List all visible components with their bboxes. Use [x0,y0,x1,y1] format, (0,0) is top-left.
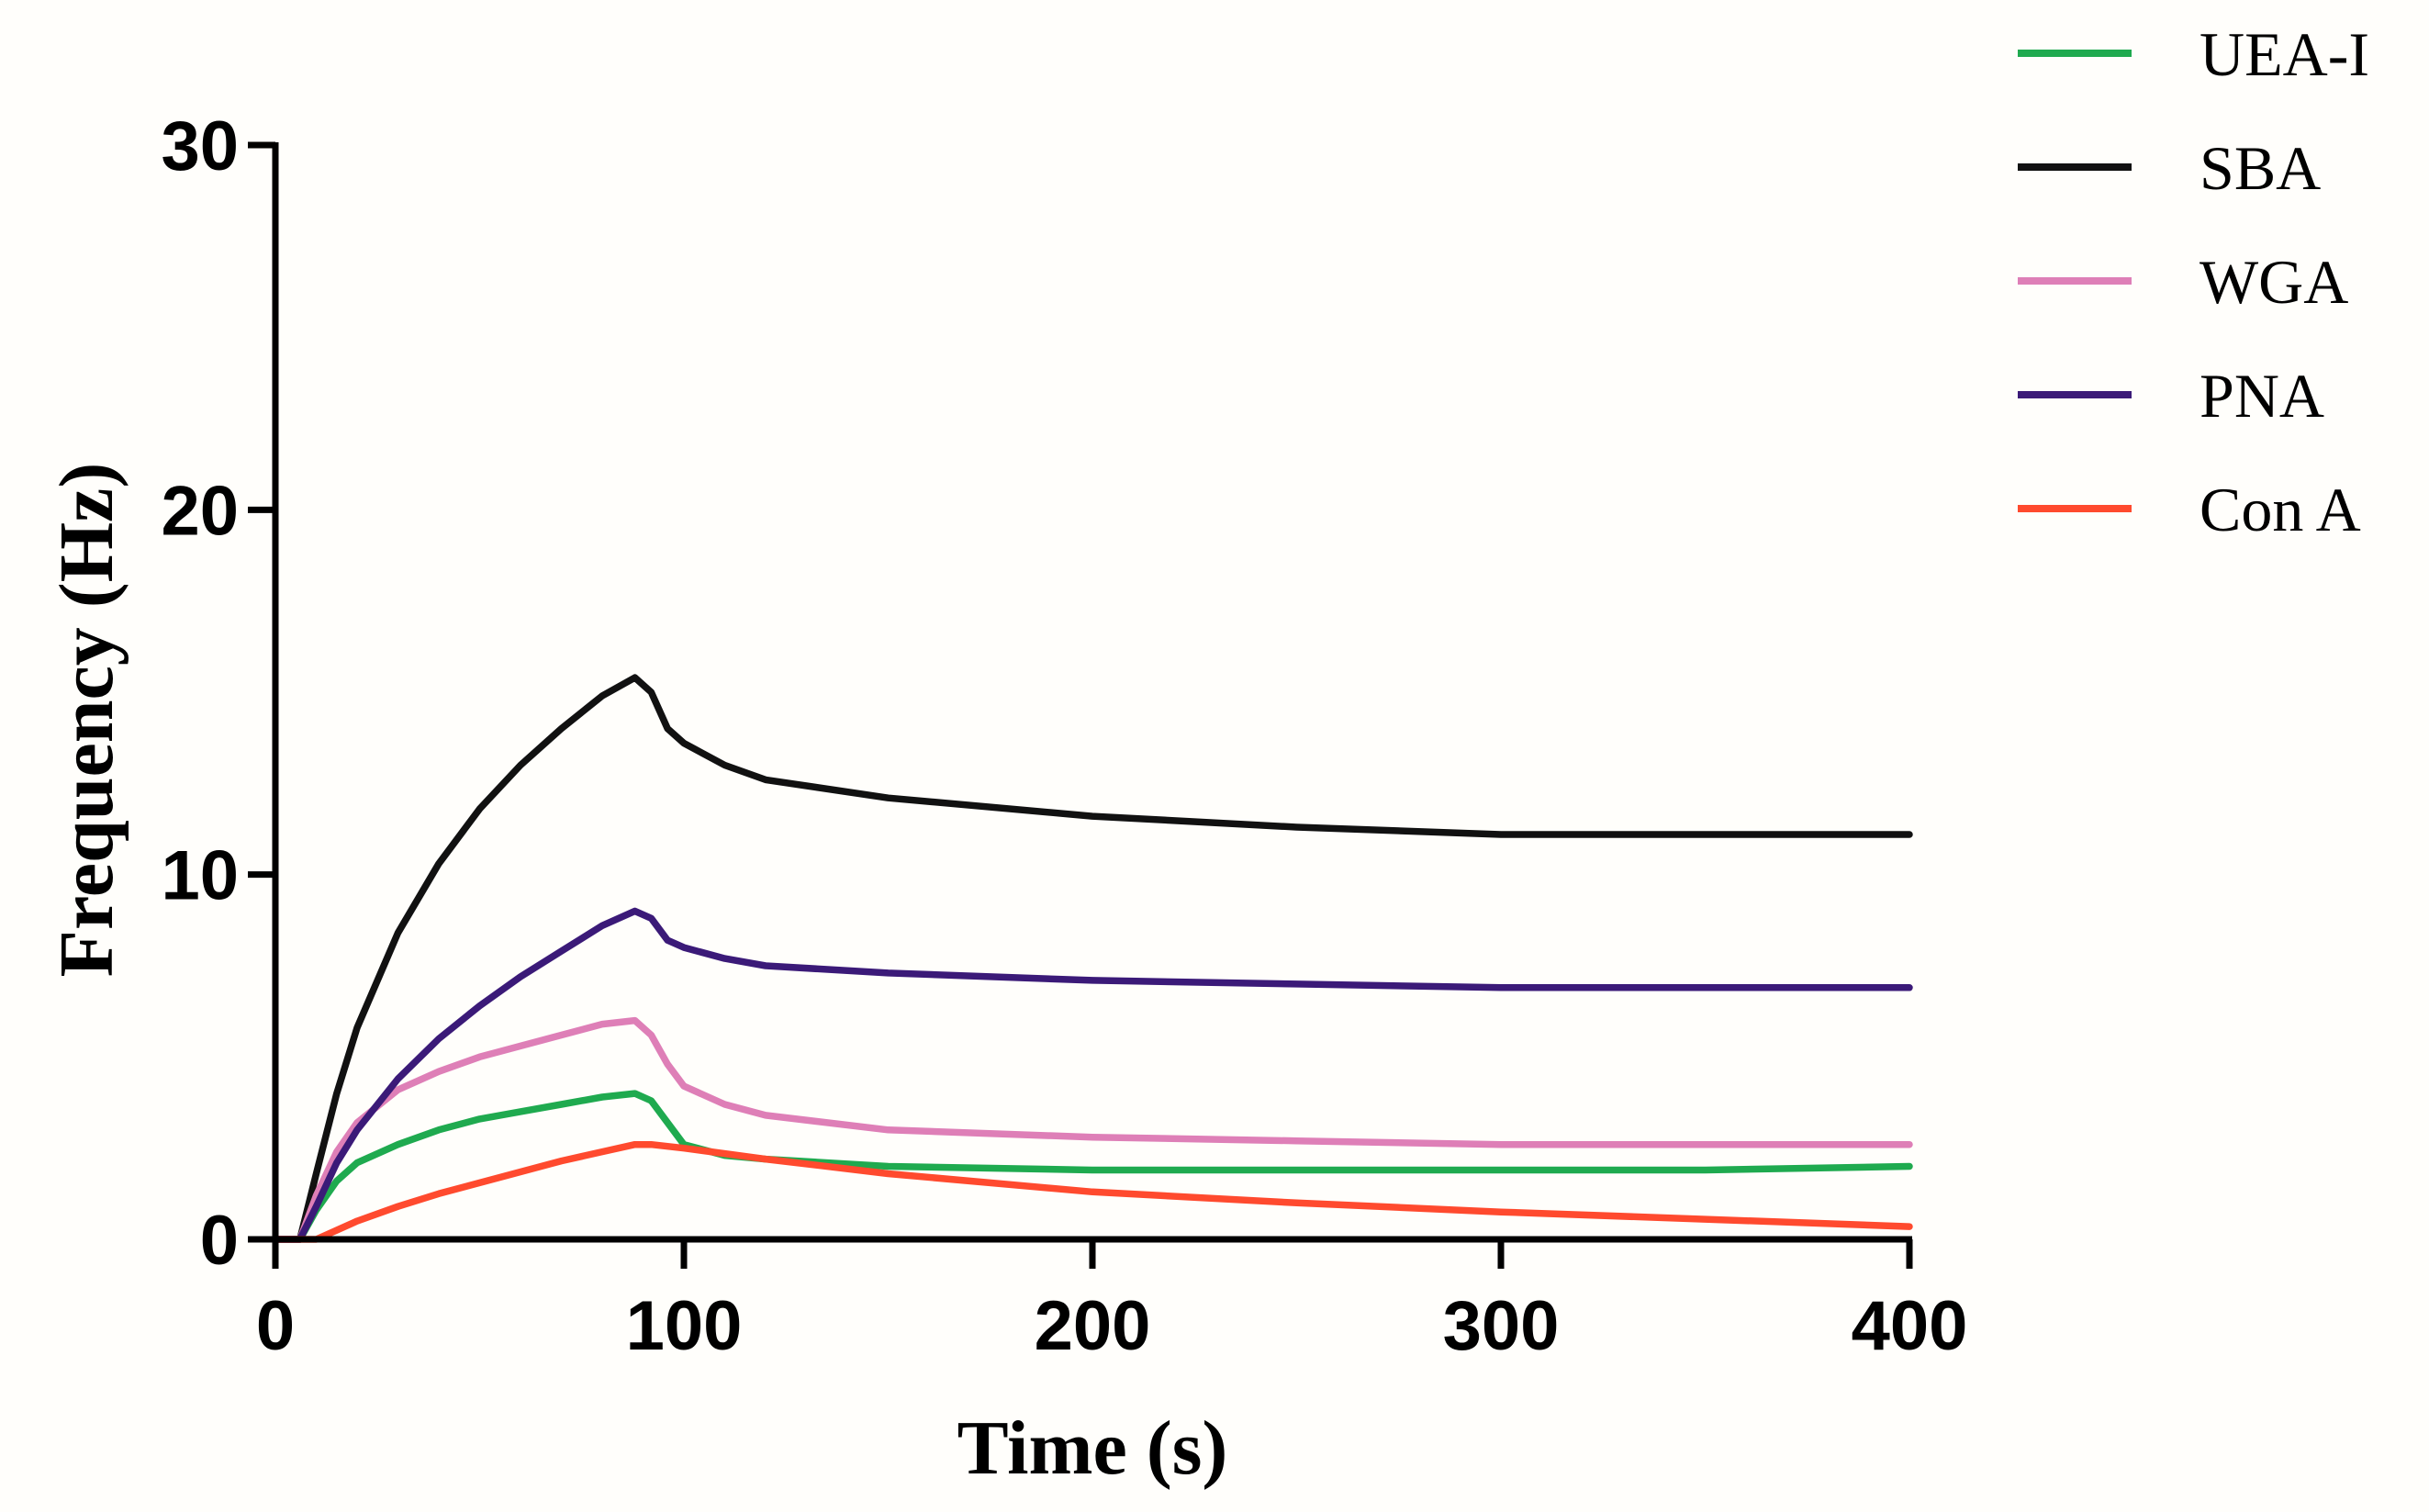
y-tick-label: 0 [200,1202,239,1280]
y-tick-label: 30 [161,107,239,185]
series-line-pna [272,907,1913,1243]
y-tick-label: 10 [161,837,239,915]
series-line-con-a [272,1140,1913,1243]
x-axis-title: Time (s) [957,1406,1228,1491]
legend-item-uea-i: UEA-I [2018,19,2369,89]
series-line-wga [272,1016,1913,1243]
legend-item-wga: WGA [2018,247,2348,317]
x-tick-label: 400 [1852,1287,1968,1365]
series-line-sba [272,674,1913,1243]
y-axis-title: Frequency (Hz) [44,463,129,978]
legend-label: PNA [2200,361,2324,431]
legend: UEA-I SBA WGA PNA Con A [2018,19,2369,544]
legend-label: Con A [2200,475,2361,544]
legend-item-pna: PNA [2018,361,2324,431]
x-tick-label: 0 [256,1287,295,1365]
series-layer [272,674,1913,1243]
legend-label: SBA [2200,133,2321,203]
legend-item-sba: SBA [2018,133,2321,203]
series-line-uea-i [272,1090,1913,1243]
plot-area: 0 10 20 30 0 100 200 300 400 [161,107,1967,1365]
legend-item-con-a: Con A [2018,475,2361,544]
x-tick-label: 200 [1035,1287,1151,1365]
x-ticks: 0 100 200 300 400 [256,1239,1968,1365]
legend-label: WGA [2200,247,2348,317]
x-tick-label: 300 [1443,1287,1560,1365]
y-ticks: 0 10 20 30 [161,107,275,1280]
legend-label: UEA-I [2200,19,2369,89]
y-tick-label: 20 [161,472,239,550]
x-tick-label: 100 [626,1287,743,1365]
